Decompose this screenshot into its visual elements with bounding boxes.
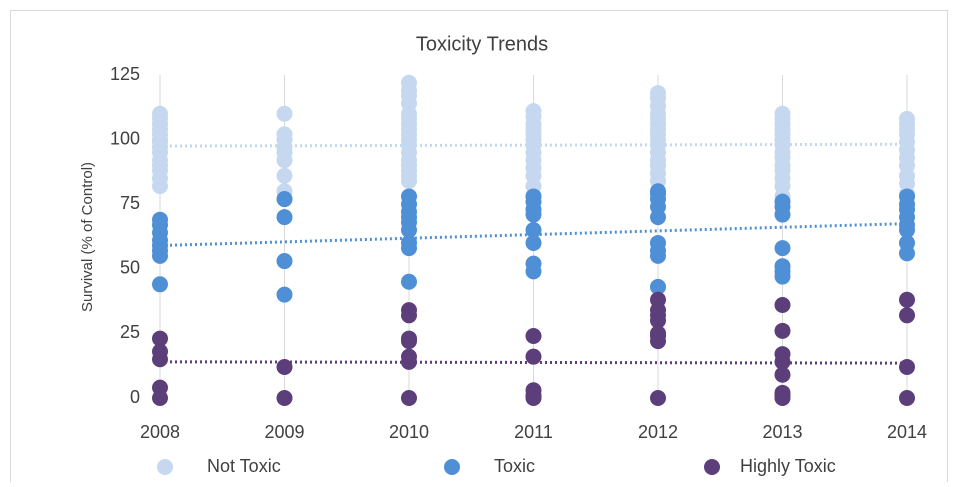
point [276, 126, 293, 143]
point [899, 358, 915, 375]
legend-marker [157, 459, 173, 475]
point [774, 296, 791, 313]
point [650, 278, 666, 295]
point [650, 291, 666, 308]
x-tick-label: 2014 [887, 422, 927, 442]
point [401, 390, 417, 406]
legend-marker [704, 459, 720, 475]
point [401, 74, 417, 91]
point [152, 343, 168, 360]
point [152, 379, 168, 396]
y-tick-label: 75 [120, 193, 140, 213]
point [899, 291, 915, 308]
point [401, 188, 417, 205]
point [152, 105, 168, 122]
point [774, 346, 791, 363]
x-tick-label: 2009 [264, 422, 304, 442]
point [401, 273, 417, 290]
chart-title: Toxicity Trends [416, 33, 548, 55]
point [650, 390, 666, 406]
point [525, 327, 542, 344]
chart-border [10, 10, 948, 482]
point [152, 211, 168, 228]
legend-label: Highly Toxic [740, 456, 836, 476]
x-tick-label: 2010 [389, 422, 429, 442]
y-tick-label: 25 [120, 322, 140, 342]
point [899, 307, 915, 324]
point [276, 286, 293, 303]
x-tick-label: 2011 [514, 422, 553, 442]
point [276, 105, 293, 122]
y-tick-label: 0 [130, 387, 140, 407]
point [152, 330, 168, 347]
point [774, 366, 791, 383]
legend-marker [444, 459, 460, 475]
point [525, 255, 542, 272]
legend-label: Not Toxic [207, 456, 281, 476]
point [774, 384, 791, 401]
point [899, 234, 915, 251]
point [774, 240, 791, 257]
x-tick-label: 2012 [638, 422, 678, 442]
point [152, 276, 168, 293]
point [525, 103, 542, 120]
point [525, 222, 542, 239]
point [899, 110, 915, 127]
point [650, 85, 666, 102]
y-axis-label: Survival (% of Control) [79, 162, 96, 312]
point [525, 188, 542, 205]
point [525, 234, 542, 251]
point [276, 209, 293, 226]
point [525, 348, 542, 365]
point [650, 325, 666, 342]
y-tick-label: 125 [110, 64, 140, 84]
point [401, 302, 417, 319]
point [774, 258, 791, 275]
point [650, 183, 666, 200]
point [774, 105, 791, 122]
point [276, 191, 293, 208]
y-tick-label: 100 [110, 128, 140, 148]
point [525, 382, 542, 399]
x-tick-label: 2008 [140, 422, 180, 442]
point [899, 188, 915, 205]
point [774, 322, 791, 339]
point [899, 390, 915, 406]
y-tick-label: 50 [120, 258, 140, 278]
legend-label: Toxic [494, 456, 535, 476]
point [401, 348, 417, 365]
x-tick-label: 2013 [762, 422, 802, 442]
point [276, 253, 293, 270]
point [276, 390, 293, 406]
point [774, 193, 791, 210]
point [650, 234, 666, 251]
point [276, 167, 293, 184]
point [401, 330, 417, 347]
